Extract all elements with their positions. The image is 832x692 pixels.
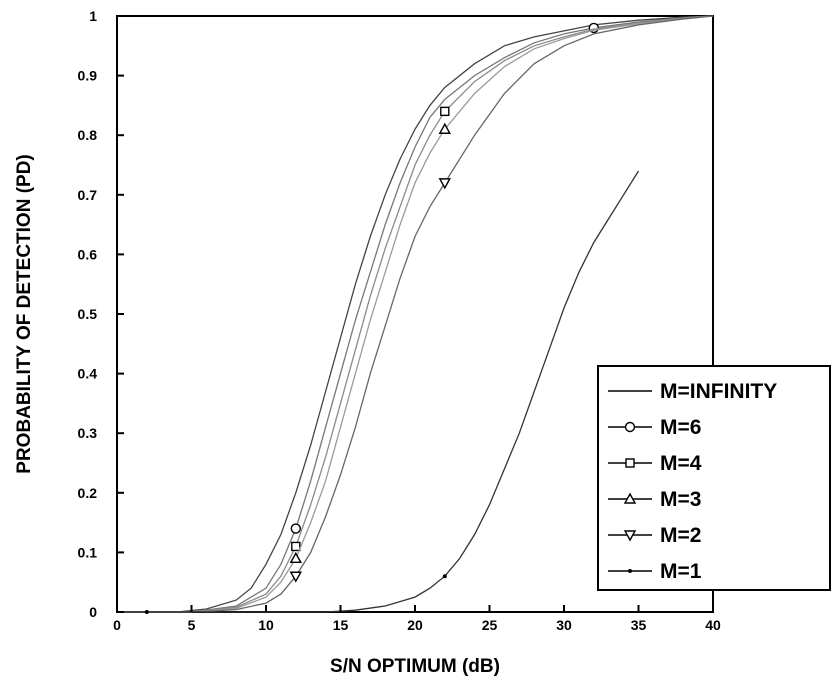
series-layer xyxy=(117,15,714,614)
triangle-down-marker xyxy=(289,571,302,583)
series-line xyxy=(117,15,714,613)
square-marker xyxy=(291,541,301,552)
series-m-infinity xyxy=(117,15,714,613)
series-line xyxy=(117,15,714,613)
y-tick-label: 0.2 xyxy=(78,485,98,501)
x-tick-label: 40 xyxy=(705,617,721,633)
legend-entry: M=4 xyxy=(608,452,702,475)
y-tick-label: 0.5 xyxy=(78,306,98,322)
series-m-1 xyxy=(117,170,640,614)
circle-marker xyxy=(290,523,301,534)
legend-entries: M=INFINITY M=6 M=4 M=3 M=2 M=1 xyxy=(608,380,777,583)
x-axis-ticks: 0 5 10 15 20 25 30 35 40 xyxy=(113,605,721,633)
x-tick-label: 35 xyxy=(631,617,647,633)
legend-entry: M=INFINITY xyxy=(608,380,777,403)
series-line xyxy=(117,15,714,613)
x-tick-label: 25 xyxy=(482,617,498,633)
legend-entry: M=6 xyxy=(608,416,701,439)
y-tick-label: 0.9 xyxy=(78,68,98,84)
legend-entry: M=3 xyxy=(608,488,701,511)
triangle-down-marker xyxy=(623,530,637,542)
series-m-3 xyxy=(117,15,714,613)
legend-label: M=6 xyxy=(660,416,701,439)
legend-label: M=2 xyxy=(660,524,701,547)
legend-label: M=3 xyxy=(660,488,701,511)
x-tick-label: 15 xyxy=(333,617,349,633)
x-tick-label: 0 xyxy=(113,617,121,633)
y-tick-label: 0.7 xyxy=(78,187,98,203)
y-axis-title: PROBABILITY OF DETECTION (PD) xyxy=(14,154,35,473)
y-axis-ticks: 0 0.1 0.2 0.3 0.4 0.5 0.6 0.7 0.8 0.9 1 xyxy=(78,8,124,620)
series-line xyxy=(117,170,640,613)
dot-marker xyxy=(442,574,447,579)
triangle-up-marker xyxy=(289,551,302,564)
legend-label: M=4 xyxy=(660,452,702,475)
legend: M=INFINITY M=6 M=4 M=3 M=2 M=1 xyxy=(597,365,831,591)
series-line xyxy=(117,15,714,613)
legend-entry: M=1 xyxy=(608,560,702,583)
y-tick-label: 0.3 xyxy=(78,425,98,441)
y-tick-label: 0.8 xyxy=(78,127,98,143)
y-tick-label: 0.6 xyxy=(78,246,98,262)
x-tick-label: 20 xyxy=(407,617,423,633)
x-tick-label: 30 xyxy=(556,617,572,633)
legend-box xyxy=(597,365,831,591)
y-tick-label: 0.4 xyxy=(78,366,98,382)
triangle-down-marker xyxy=(438,178,451,190)
y-tick-label: 1 xyxy=(89,8,97,24)
series-m-2 xyxy=(117,15,714,613)
series-m-4 xyxy=(117,15,714,613)
square-marker xyxy=(440,106,450,117)
x-tick-label: 10 xyxy=(258,617,274,633)
legend-label: M=INFINITY xyxy=(660,380,777,403)
series-line xyxy=(117,15,714,613)
dot-marker xyxy=(628,569,632,573)
dot-marker xyxy=(144,610,149,614)
y-tick-label: 0.1 xyxy=(78,544,98,560)
triangle-up-marker xyxy=(438,122,451,134)
legend-label: M=1 xyxy=(660,560,702,583)
x-tick-label: 5 xyxy=(188,617,196,633)
square-marker xyxy=(625,458,635,468)
x-axis-title: S/N OPTIMUM (dB) xyxy=(330,656,500,677)
triangle-up-marker xyxy=(623,492,637,504)
circle-marker xyxy=(624,421,636,433)
y-tick-label: 0 xyxy=(89,604,97,620)
legend-entry: M=2 xyxy=(608,524,701,547)
